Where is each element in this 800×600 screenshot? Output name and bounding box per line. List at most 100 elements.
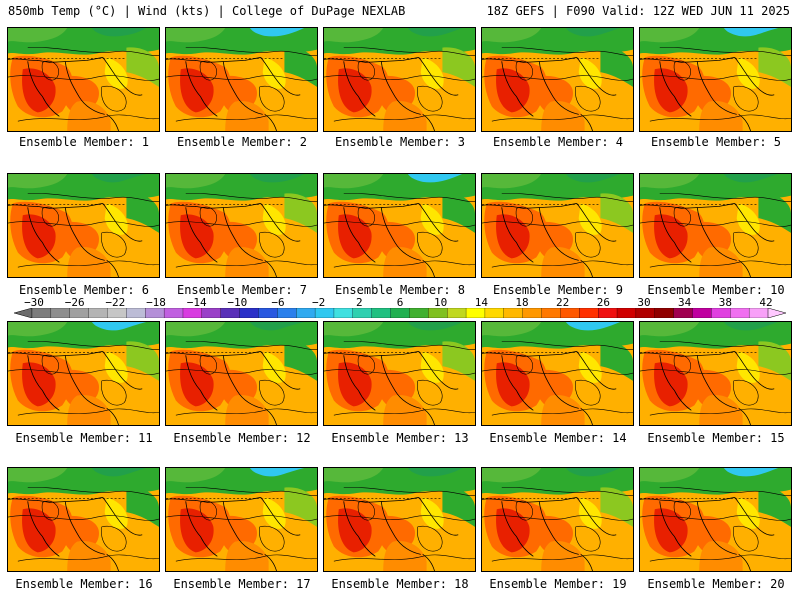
colorbar-swatch	[239, 308, 259, 318]
map-title: 850mb Temp (°C) | Wind (kts) | College o…	[8, 4, 406, 18]
colorbar-swatch	[711, 308, 731, 318]
ensemble-map-2	[165, 27, 318, 132]
ensemble-map-14	[481, 321, 634, 426]
colorbar-swatch	[484, 308, 505, 318]
colorbar-swatch	[31, 308, 52, 318]
ensemble-label-5: Ensemble Member: 5	[650, 135, 782, 149]
colorbar-swatch	[560, 308, 580, 318]
colorbar-tick-label: 14	[474, 296, 488, 309]
colorbar-swatch	[69, 308, 89, 318]
ensemble-label-7: Ensemble Member: 7	[176, 283, 308, 297]
colorbar-tick-label: −14	[186, 296, 207, 309]
ensemble-map-1	[7, 27, 160, 132]
colorbar-swatch	[541, 308, 561, 318]
colorbar-swatch	[616, 308, 637, 318]
colorbar-tick-label: 22	[556, 296, 570, 309]
colorbar-swatch	[748, 308, 769, 318]
colorbar-min-arrow	[14, 308, 33, 318]
model-run-info: 18Z GEFS | F090 Valid: 12Z WED JUN 11 20…	[486, 4, 790, 18]
ensemble-map-12	[165, 321, 318, 426]
colorbar-max-arrow	[767, 308, 786, 318]
ensemble-label-14: Ensemble Member: 14	[489, 431, 627, 445]
temperature-colorbar	[14, 308, 786, 318]
ensemble-label-17: Ensemble Member: 17	[173, 577, 311, 591]
colorbar-swatch	[579, 308, 599, 318]
colorbar-tick-label: −22	[105, 296, 126, 309]
ensemble-label-2: Ensemble Member: 2	[176, 135, 308, 149]
ensemble-map-4	[481, 27, 634, 132]
colorbar-swatch	[503, 308, 524, 318]
colorbar-swatch	[730, 308, 750, 318]
colorbar-tick-label: −18	[146, 296, 166, 309]
colorbar-swatch	[126, 308, 146, 318]
colorbar-swatch	[409, 308, 429, 318]
ensemble-map-13	[323, 321, 476, 426]
colorbar-tick-label: 38	[718, 296, 732, 309]
colorbar-swatch	[598, 308, 618, 318]
colorbar-swatch	[201, 308, 222, 318]
ensemble-label-12: Ensemble Member: 12	[173, 431, 311, 445]
colorbar-tick-label: 26	[596, 296, 610, 309]
ensemble-label-8: Ensemble Member: 8	[334, 283, 466, 297]
colorbar-swatch	[88, 308, 108, 318]
colorbar-tick-label: −30	[24, 296, 44, 309]
ensemble-label-6: Ensemble Member: 6	[18, 283, 150, 297]
colorbar-tick-label: 2	[356, 296, 363, 309]
colorbar-swatch	[182, 308, 203, 318]
colorbar-swatch	[447, 308, 467, 318]
colorbar-swatch	[522, 308, 542, 318]
colorbar-swatch	[333, 308, 354, 318]
ensemble-label-16: Ensemble Member: 16	[15, 577, 153, 591]
ensemble-map-11	[7, 321, 160, 426]
colorbar-tick-label: −2	[312, 296, 326, 309]
colorbar-swatch	[428, 308, 448, 318]
colorbar-swatch	[163, 308, 184, 318]
ensemble-label-1: Ensemble Member: 1	[18, 135, 150, 149]
colorbar-swatch	[296, 308, 316, 318]
ensemble-map-17	[165, 467, 318, 572]
colorbar-tick-label: −6	[271, 296, 285, 309]
ensemble-label-13: Ensemble Member: 13	[331, 431, 469, 445]
colorbar-tick-label: −10	[227, 296, 248, 309]
ensemble-map-6	[7, 173, 160, 278]
ensemble-map-16	[7, 467, 160, 572]
colorbar-swatch	[258, 308, 278, 318]
ensemble-label-10: Ensemble Member: 10	[647, 283, 785, 297]
colorbar-swatch	[371, 308, 391, 318]
ensemble-label-15: Ensemble Member: 15	[647, 431, 785, 445]
colorbar-swatch	[635, 308, 656, 318]
colorbar-swatch	[654, 308, 674, 318]
ensemble-map-7	[165, 173, 318, 278]
colorbar-swatch	[692, 308, 712, 318]
colorbar-tick-label: 34	[678, 296, 692, 309]
ensemble-label-4: Ensemble Member: 4	[492, 135, 624, 149]
colorbar-swatch	[277, 308, 297, 318]
colorbar-tick-label: 18	[515, 296, 529, 309]
ensemble-label-20: Ensemble Member: 20	[647, 577, 785, 591]
colorbar-swatch	[107, 308, 127, 318]
ensemble-map-18	[323, 467, 476, 572]
ensemble-label-19: Ensemble Member: 19	[489, 577, 627, 591]
colorbar-tick-label: 6	[396, 296, 404, 309]
ensemble-label-11: Ensemble Member: 11	[15, 431, 153, 445]
colorbar-tick-label: −26	[64, 296, 85, 309]
ensemble-map-19	[481, 467, 634, 572]
ensemble-map-8	[323, 173, 476, 278]
colorbar-swatch	[220, 308, 240, 318]
colorbar-tick-label: 10	[434, 296, 448, 309]
colorbar-swatch	[145, 308, 165, 318]
ensemble-map-20	[639, 467, 792, 572]
ensemble-label-18: Ensemble Member: 18	[331, 577, 469, 591]
ensemble-label-3: Ensemble Member: 3	[334, 135, 466, 149]
ensemble-map-9	[481, 173, 634, 278]
colorbar-swatch	[352, 308, 373, 318]
colorbar-swatch	[50, 308, 71, 318]
colorbar-swatch	[390, 308, 410, 318]
colorbar-swatch	[465, 308, 486, 318]
colorbar-tick-label: 30	[637, 296, 651, 309]
ensemble-map-10	[639, 173, 792, 278]
ensemble-map-3	[323, 27, 476, 132]
colorbar-swatch	[314, 308, 335, 318]
colorbar-tick-label: 42	[759, 296, 773, 309]
ensemble-map-15	[639, 321, 792, 426]
